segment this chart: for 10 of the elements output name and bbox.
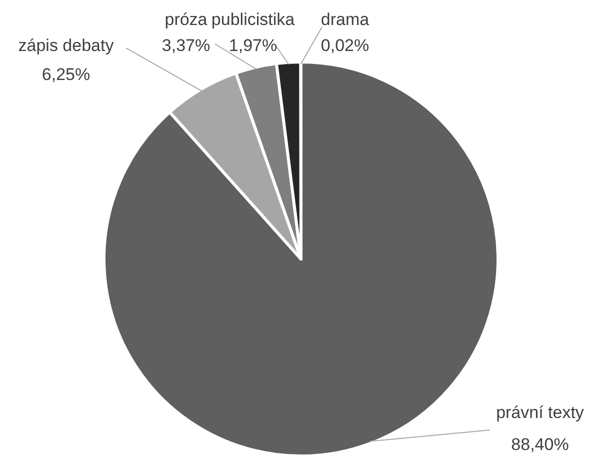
slice-label: publicistika: [211, 10, 296, 29]
data-label: 88,40%: [511, 435, 569, 454]
data-label: 6,25%: [42, 65, 90, 84]
slice-label: próza: [164, 10, 208, 29]
data-label: 1,97%: [228, 36, 278, 55]
slice-label: drama: [320, 10, 370, 29]
slice-label: zápis debaty: [18, 36, 114, 55]
data-label: 3,37%: [162, 36, 210, 55]
data-label: 0,02%: [320, 36, 370, 55]
slice-label: právní texty: [496, 403, 584, 422]
